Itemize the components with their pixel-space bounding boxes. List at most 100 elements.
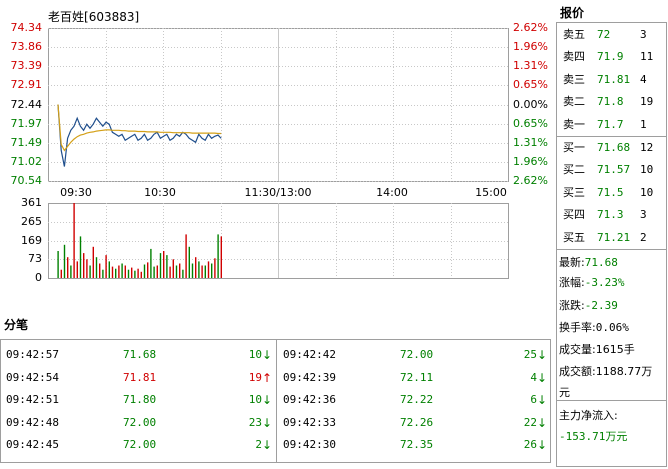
arrow-down-icon: ↓ <box>536 393 547 408</box>
volume-bar <box>143 264 146 278</box>
volume-bar <box>153 266 155 278</box>
volume-axis-tick: 361 <box>21 196 42 209</box>
tick-price: 72.35 <box>400 438 434 452</box>
time-axis-tick: 14:00 <box>376 186 408 199</box>
volume-bar <box>140 271 142 278</box>
sell-order-row: 卖一 71.7 1 <box>559 114 668 136</box>
buy-order-price: 71.5 <box>597 185 624 199</box>
price-axis-tick-left: 71.97 <box>10 116 43 130</box>
volume-bar <box>102 269 104 278</box>
tick-price: 72.11 <box>400 370 434 384</box>
volume-bar <box>166 255 168 278</box>
arrow-down-icon: ↓ <box>536 370 547 385</box>
tick-row: 09:42:51 71.80 10 ↓ <box>2 389 274 411</box>
volume-bar <box>105 255 107 278</box>
price-line <box>57 104 222 167</box>
tick-time: 09:42:45 <box>6 438 59 452</box>
buy-order-row: 买五 71.21 2 <box>559 227 668 249</box>
volume-bar <box>67 257 69 278</box>
change-row: 涨跌:-2.39 <box>559 297 668 313</box>
time-axis-tick: 11:30/13:00 <box>244 186 312 199</box>
buy-order-label: 买二 <box>563 163 585 177</box>
tick-time: 09:42:36 <box>283 393 336 407</box>
arrow-down-icon: ↓ <box>261 415 272 430</box>
volume-label: 成交量: <box>559 343 596 356</box>
intraday-chart <box>48 28 509 279</box>
volume-bar <box>76 261 78 278</box>
average-price-line <box>57 104 222 152</box>
tick-row: 09:42:36 72.22 6 ↓ <box>279 389 549 411</box>
sell-order-vol: 4 <box>640 72 647 86</box>
tick-volume: 2 <box>255 438 262 452</box>
tick-price: 72.00 <box>400 348 434 361</box>
tick-row: 09:42:54 71.81 19 ↑ <box>2 367 274 389</box>
volume-bar <box>86 259 88 278</box>
volume-row: 成交量:1615手 <box>559 341 668 357</box>
tick-row: 09:42:45 72.00 2 ↓ <box>2 434 274 456</box>
buy-order-price: 71.57 <box>597 163 631 177</box>
change-pct-label: 涨幅: <box>559 276 585 289</box>
quote-panel-frame <box>556 22 667 467</box>
volume-bar <box>211 263 213 278</box>
tick-time: 09:42:33 <box>283 415 336 429</box>
volume-bar <box>92 246 94 278</box>
volume-bar <box>217 234 219 278</box>
volume-bar <box>79 236 82 278</box>
stock-code: [603883] <box>84 10 140 24</box>
price-axis-tick-right: 2.62% <box>513 174 548 187</box>
arrow-down-icon: ↓ <box>536 438 547 453</box>
tick-volume: 22 <box>523 415 537 429</box>
tick-row: 09:42:30 72.35 26 ↓ <box>279 434 549 456</box>
net-inflow-label: 主力净流入: <box>559 409 618 422</box>
stock-title: 老百姓[603883] <box>48 8 139 25</box>
price-axis-tick-right: 1.96% <box>513 154 548 168</box>
quote-panel: 报价 卖五 72 3 卖四 71.9 11 卖三 71.81 4 卖二 71.8 19 卖一 71.7 1 买… <box>555 0 668 469</box>
buy-order-price: 71.21 <box>597 230 631 244</box>
volume-bar <box>63 244 66 278</box>
tick-time: 09:42:54 <box>6 370 59 384</box>
tick-row: 09:42:33 72.26 22 ↓ <box>279 412 549 434</box>
tick-price: 72.26 <box>400 415 434 429</box>
volume-bar <box>198 261 200 278</box>
volume-bar <box>182 269 184 278</box>
amount-label: 成交额: <box>559 365 596 378</box>
latest-label: 最新: <box>559 256 585 269</box>
amount-tail: 元 <box>559 386 570 399</box>
price-axis-tick-left: 70.54 <box>10 174 43 187</box>
price-axis-tick-left: 72.44 <box>10 97 43 111</box>
time-axis-tick: 15:00 <box>475 186 507 199</box>
price-axis-tick-left: 73.39 <box>10 59 43 73</box>
price-axis-tick-left: 71.02 <box>10 154 43 168</box>
tick-time: 09:42:48 <box>6 415 59 429</box>
buy-order-row: 买二 71.57 10 <box>559 159 668 181</box>
tick-volume: 6 <box>530 393 537 407</box>
latest-value: 71.68 <box>584 256 618 269</box>
buy-order-price: 71.68 <box>597 141 631 154</box>
buy-order-vol: 3 <box>640 208 647 222</box>
volume-bar <box>220 236 222 278</box>
arrow-down-icon: ↓ <box>536 348 547 362</box>
change-value: -2.39 <box>584 299 618 312</box>
change-pct-row: 涨幅:-3.23% <box>559 274 668 290</box>
volume-bar <box>99 263 101 278</box>
change-label: 涨跌: <box>559 299 585 312</box>
arrow-down-icon: ↓ <box>261 393 272 408</box>
tick-time: 09:42:30 <box>283 438 336 452</box>
volume-bar <box>134 270 136 278</box>
stock-name: 老百姓 <box>48 10 85 24</box>
volume-bar <box>185 234 187 278</box>
sell-order-label: 卖五 <box>563 28 585 41</box>
tick-price: 72.22 <box>400 393 434 407</box>
sell-order-row: 卖五 72 3 <box>559 24 668 46</box>
buy-order-row: 买四 71.3 3 <box>559 204 668 226</box>
volume-bar <box>169 266 171 278</box>
volume-value: 1615手 <box>595 343 635 356</box>
price-axis-tick-right: 1.31% <box>513 135 548 149</box>
tick-volume: 10 <box>248 393 262 407</box>
volume-bar <box>204 265 206 278</box>
price-axis-tick-left: 74.34 <box>10 21 43 34</box>
price-axis-tick-right: 0.65% <box>513 78 548 92</box>
tick-volume: 10 <box>248 348 262 361</box>
volume-bar <box>191 263 194 278</box>
sell-order-price: 71.81 <box>597 72 631 86</box>
